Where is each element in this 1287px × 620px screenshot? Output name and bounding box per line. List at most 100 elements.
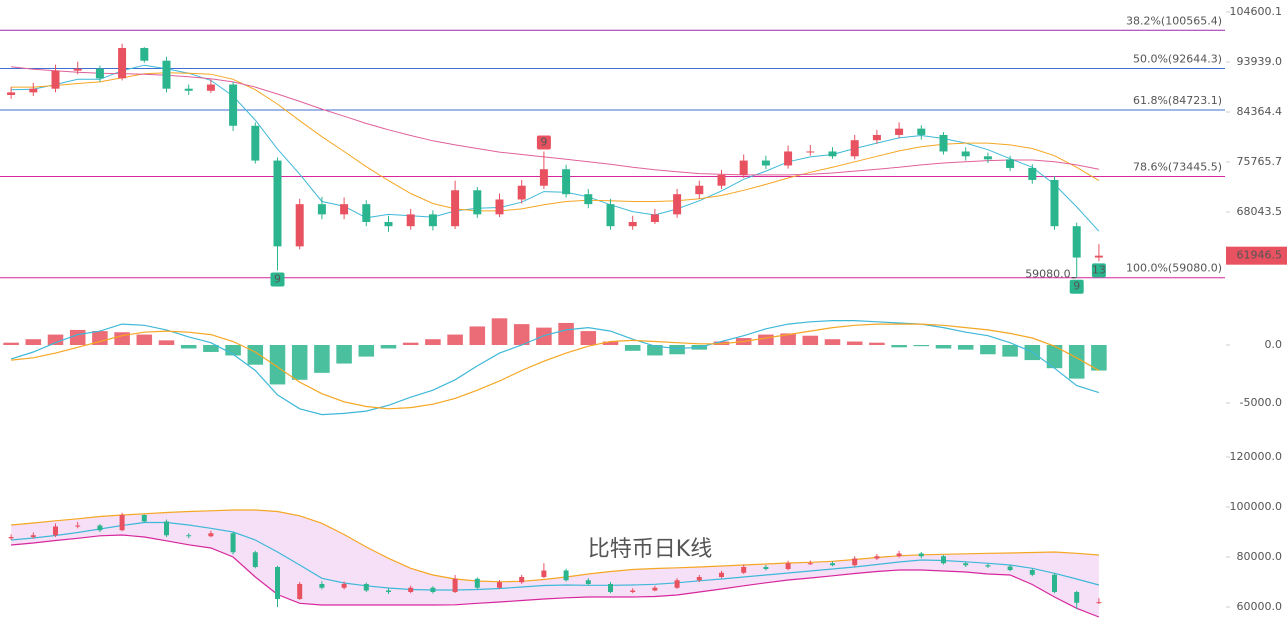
moving-average xyxy=(11,72,1100,212)
candle-body xyxy=(917,128,926,135)
sequence-marker xyxy=(536,135,551,150)
macd-bar xyxy=(136,334,153,346)
macd-bar xyxy=(846,341,863,346)
macd-bar xyxy=(580,331,597,346)
sequence-marker xyxy=(1091,263,1106,278)
macd-bar xyxy=(47,334,64,346)
macd-bar xyxy=(647,345,663,356)
y-tick-label: 75765.7 xyxy=(1237,155,1283,168)
candle-body xyxy=(95,68,104,79)
macd-bar xyxy=(247,345,264,365)
sequence-label: 9 xyxy=(540,135,547,148)
candle-body xyxy=(761,160,770,166)
chart-annotation: 比特币日K线 xyxy=(588,537,712,562)
macd-bar xyxy=(447,334,463,346)
sequence-label: 13 xyxy=(1092,263,1106,276)
candle-body xyxy=(474,578,480,588)
candle-body xyxy=(140,48,149,61)
y-tick-label: 84364.4 xyxy=(1237,105,1283,118)
candle-body xyxy=(985,565,991,567)
macd-bar xyxy=(314,345,330,373)
macd-bar xyxy=(891,345,907,348)
fib-label: 61.8%(84723.1) xyxy=(1133,94,1222,107)
candle-body xyxy=(1007,566,1013,570)
candle-body xyxy=(317,204,326,215)
candle-body xyxy=(430,587,436,592)
y-tick-label: 100000.0 xyxy=(1230,500,1283,513)
macd-bar xyxy=(669,345,685,355)
candle-body xyxy=(717,174,726,186)
candle-body xyxy=(584,194,593,205)
candle-body xyxy=(585,580,591,584)
macd-bar xyxy=(158,340,175,346)
candle-body xyxy=(97,525,103,531)
candle-body xyxy=(7,92,16,96)
candle-body xyxy=(1072,226,1081,258)
macd-bar xyxy=(935,345,952,349)
candle-body xyxy=(874,556,880,559)
candle-body xyxy=(229,84,238,126)
candle-body xyxy=(252,552,258,567)
candle-body xyxy=(673,194,682,215)
candle-body xyxy=(1052,574,1057,592)
candle-body xyxy=(674,580,680,588)
sequence-label: 9 xyxy=(1073,280,1080,293)
macd-bar xyxy=(3,342,19,346)
candle-body xyxy=(406,214,415,227)
macd-bar xyxy=(92,331,108,346)
candle-body xyxy=(452,578,458,592)
y-tick-label: 60000.0 xyxy=(1237,600,1283,613)
candle-body xyxy=(73,68,82,71)
candle-body xyxy=(30,535,36,537)
candle-body xyxy=(295,204,304,247)
band-fill xyxy=(11,510,1099,617)
candle-body xyxy=(630,590,636,592)
macd-bar xyxy=(980,345,996,355)
bollinger-line xyxy=(11,521,1100,591)
candle-body xyxy=(29,88,38,93)
candle-body xyxy=(652,587,658,591)
candle-body xyxy=(1029,570,1035,575)
macd-bar xyxy=(558,322,574,346)
candle-body xyxy=(1094,255,1103,258)
macd-bar xyxy=(291,345,308,380)
candle-body xyxy=(606,204,615,227)
macd-bar xyxy=(469,326,486,346)
candle-body xyxy=(495,199,504,215)
candle-body xyxy=(695,185,704,195)
candle-body xyxy=(451,190,460,227)
candle-body xyxy=(850,140,859,157)
macd-bar xyxy=(824,339,841,346)
y-tick-label: 93939.0 xyxy=(1237,55,1283,68)
macd-bar xyxy=(380,345,397,349)
candle-body xyxy=(206,84,215,91)
candle-body xyxy=(384,221,393,227)
sequence-label: 9 xyxy=(274,273,281,286)
candle-body xyxy=(473,190,482,215)
candle-body xyxy=(784,151,793,166)
candle-body xyxy=(1096,602,1102,604)
y-tick-label: 0.0 xyxy=(1265,338,1283,351)
candle-body xyxy=(386,590,391,592)
candle-body xyxy=(852,558,858,566)
candle-body xyxy=(563,570,569,581)
candle-body xyxy=(519,577,525,583)
macd-bar xyxy=(114,332,130,346)
candle-body xyxy=(273,160,282,247)
macd-bar xyxy=(25,339,42,346)
candle-body xyxy=(828,151,837,157)
candle-body xyxy=(184,88,193,91)
candle-body xyxy=(362,204,371,222)
candle-body xyxy=(628,221,637,227)
candle-body xyxy=(941,556,946,564)
macd-bar xyxy=(336,345,352,364)
macd-bar xyxy=(425,339,441,346)
macd-bar xyxy=(869,342,885,346)
macd-bar xyxy=(1002,345,1018,357)
candle-body xyxy=(539,169,548,186)
macd-bar xyxy=(1068,345,1085,379)
candle-body xyxy=(562,169,571,195)
candle-body xyxy=(8,537,14,539)
candle-body xyxy=(918,553,924,557)
macd-bar xyxy=(957,345,974,350)
